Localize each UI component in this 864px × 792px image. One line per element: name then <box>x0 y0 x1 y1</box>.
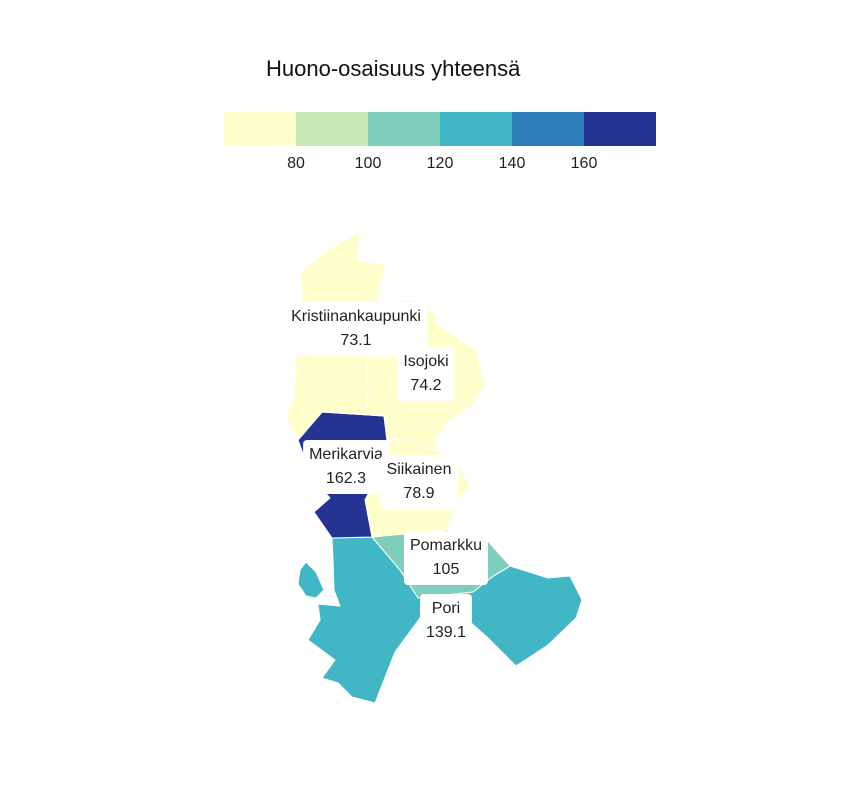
region-value: 139.1 <box>425 624 467 641</box>
map-label-merikarvia: Merikarvia 162.3 <box>303 440 389 494</box>
region-value: 162.3 <box>325 470 367 487</box>
legend-tick: 160 <box>570 155 598 172</box>
map-label-isojoki: Isojoki 74.2 <box>397 347 455 401</box>
region-value: 78.9 <box>403 485 435 502</box>
legend-tick: 100 <box>354 155 382 172</box>
region-value: 105 <box>432 561 460 578</box>
legend-title: Huono-osaisuus yhteensä <box>266 56 521 81</box>
legend-swatch <box>440 112 512 146</box>
legend-swatch <box>296 112 368 146</box>
legend-swatch <box>368 112 440 146</box>
region-value: 74.2 <box>410 377 442 394</box>
region-value: 73.1 <box>340 332 372 349</box>
legend-swatch <box>584 112 656 146</box>
region-name: Siikainen <box>386 461 452 478</box>
region-name: Pori <box>431 600 461 617</box>
region-name: Isojoki <box>403 353 449 370</box>
region-name: Pomarkku <box>409 537 483 554</box>
legend-tick: 120 <box>426 155 454 172</box>
region-pori-island <box>297 561 325 599</box>
region-name: Merikarvia <box>309 446 383 463</box>
legend-tick: 140 <box>498 155 526 172</box>
legend-swatch <box>512 112 584 146</box>
map-label-siikainen: Siikainen 78.9 <box>380 455 458 509</box>
map-label-pori: Pori 139.1 <box>419 594 473 648</box>
legend-swatch <box>224 112 296 146</box>
legend-colorbar <box>224 112 656 146</box>
region-name: Kristiinankaupunki <box>291 308 421 325</box>
legend-tick: 80 <box>287 155 305 172</box>
map-label-pomarkku: Pomarkku 105 <box>403 531 489 585</box>
